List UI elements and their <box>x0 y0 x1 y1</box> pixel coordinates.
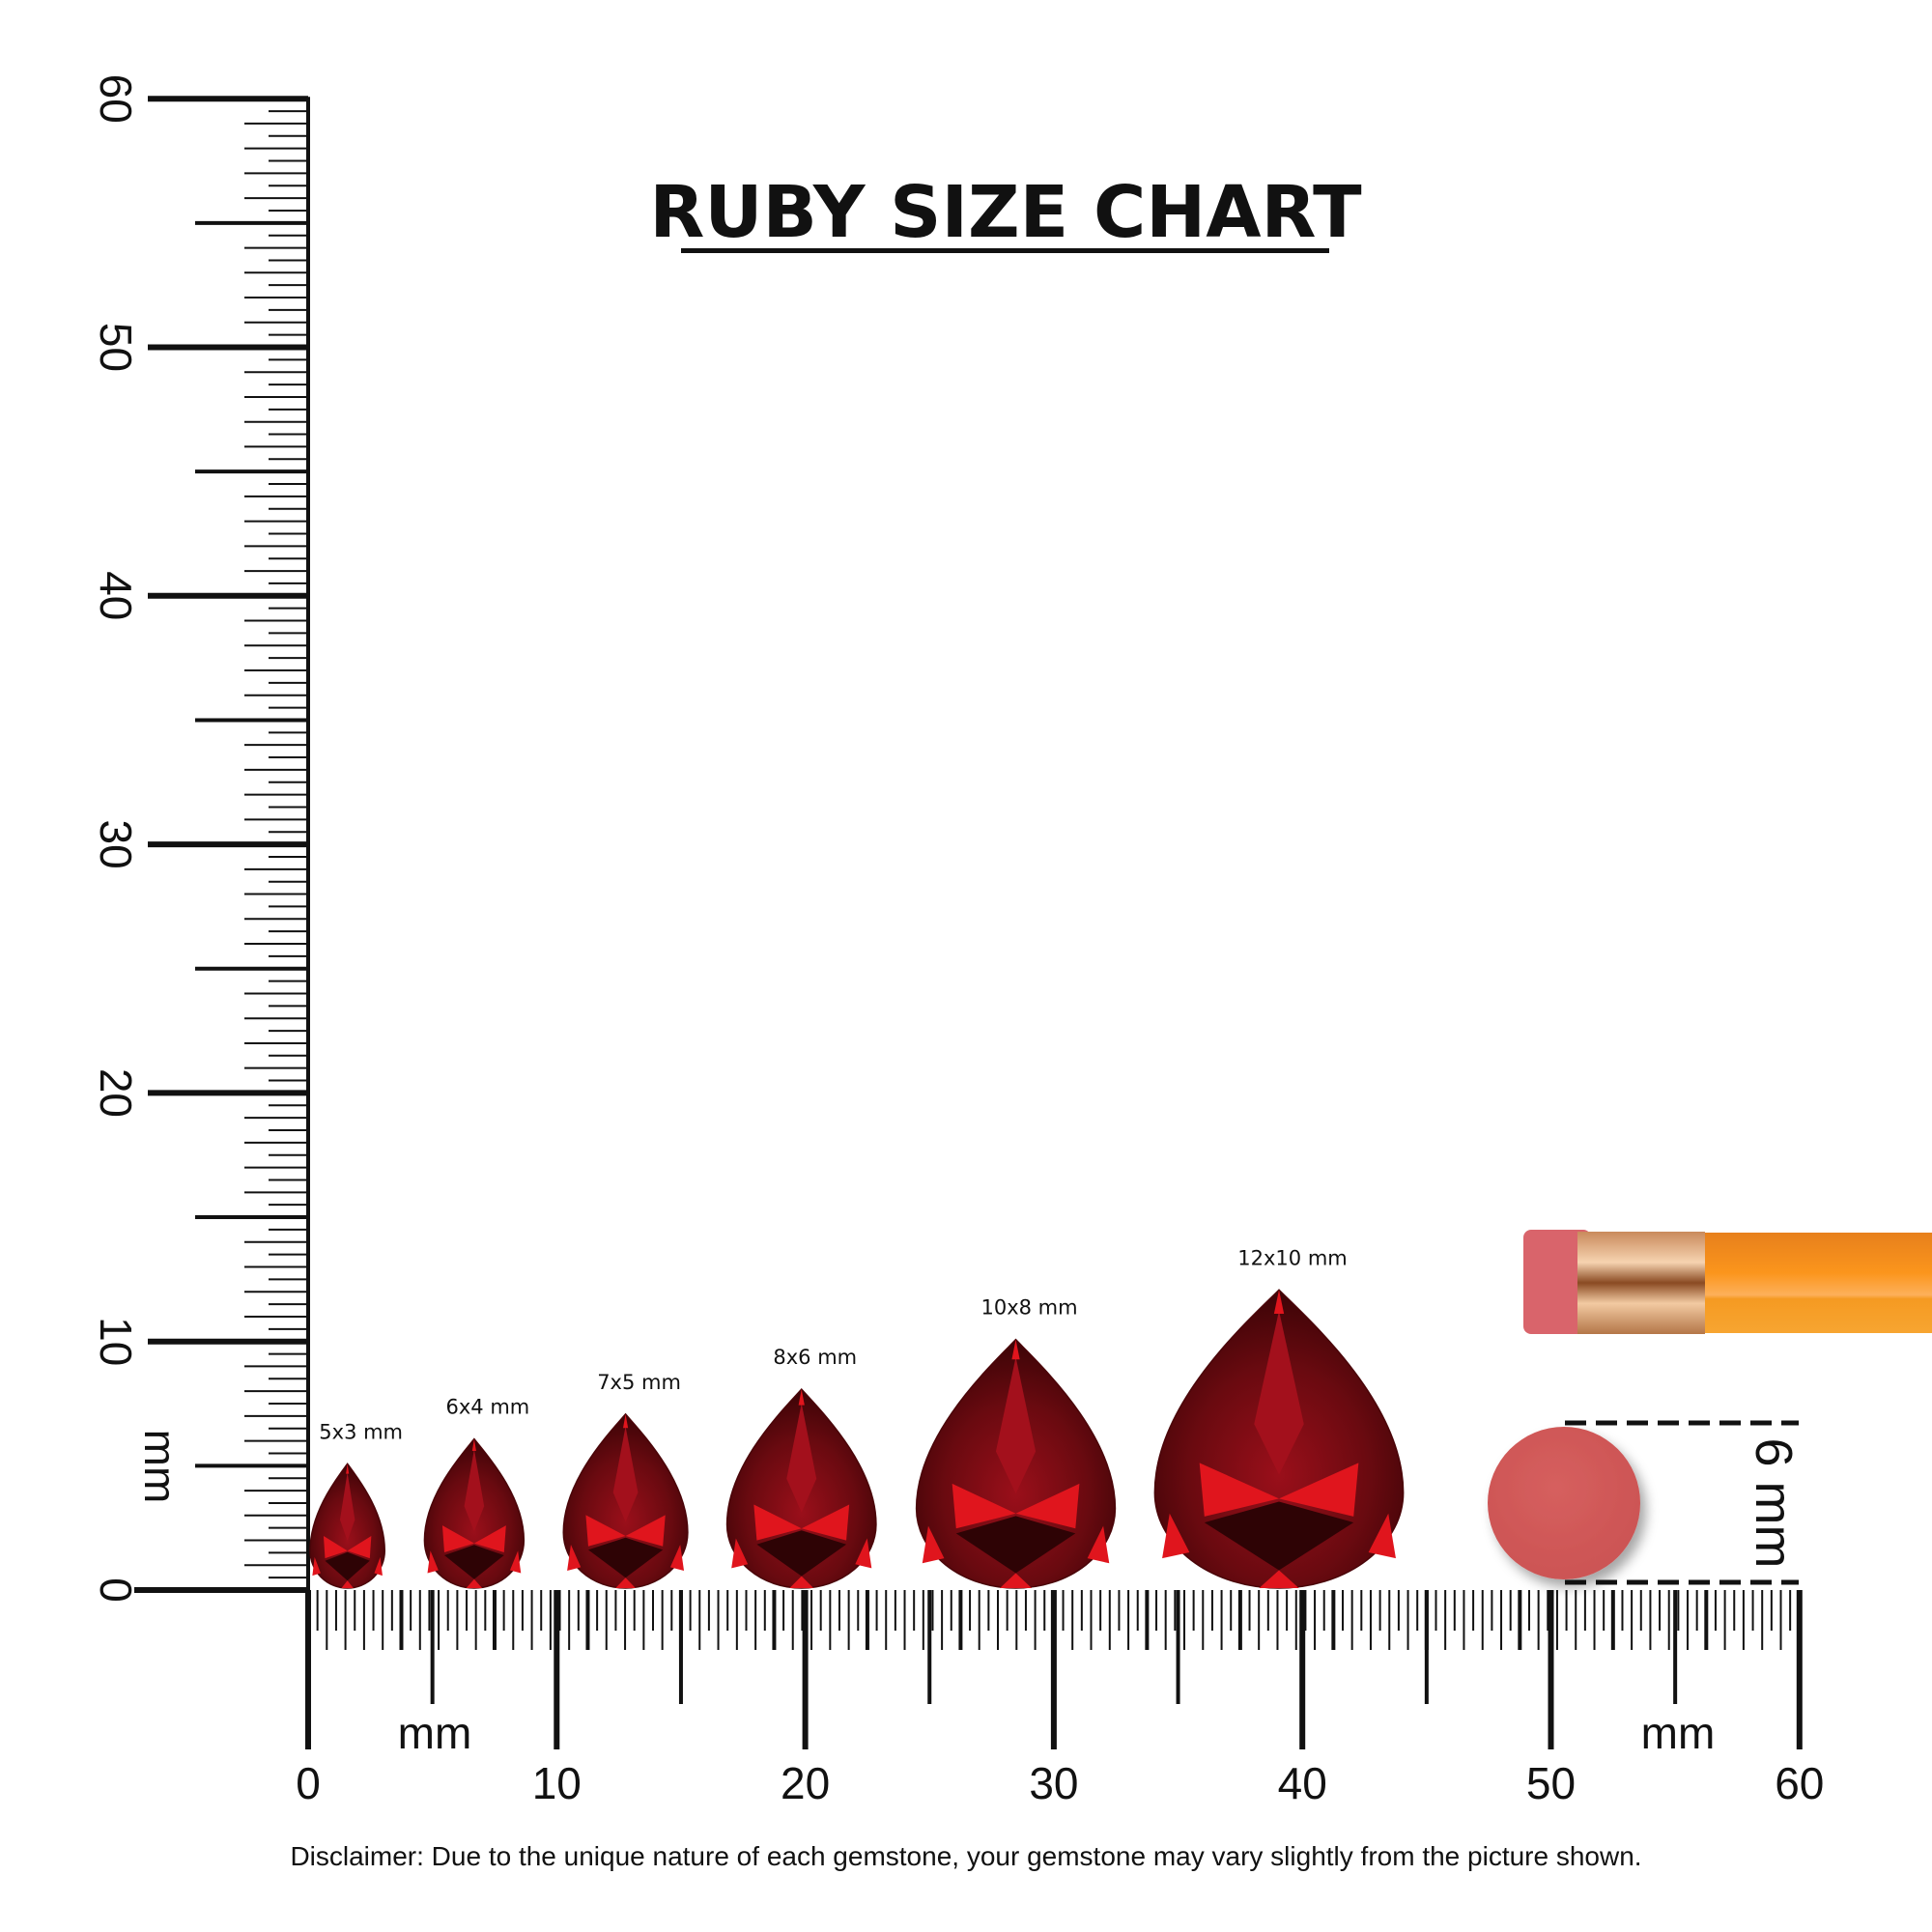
vertical-ruler-label: 10 <box>91 1317 141 1366</box>
vertical-ruler-label: 60 <box>91 74 141 124</box>
gem-facet <box>341 1580 354 1588</box>
horizontal-ruler-label: 0 <box>296 1758 321 1808</box>
gem-facet <box>325 1551 370 1581</box>
gem-size-label: 10x8 mm <box>980 1296 1077 1320</box>
horizontal-ruler-label: 50 <box>1526 1758 1576 1808</box>
vertical-ruler: 0 10 20 30 40 50 60 mm <box>91 74 310 1603</box>
gem-facet <box>585 1515 626 1547</box>
horizontal-ruler-label: 40 <box>1278 1758 1327 1808</box>
gem-facet <box>1015 1483 1080 1529</box>
gem-facet <box>509 1550 522 1574</box>
gem-facet <box>312 1556 321 1577</box>
gem-facet <box>444 1545 504 1579</box>
gem-facet <box>922 1525 945 1564</box>
horizontal-ruler-label: 10 <box>532 1758 582 1808</box>
title-group: RUBY SIZE CHART <box>649 171 1362 254</box>
gem-facet <box>789 1576 814 1588</box>
gem-facet <box>731 1538 749 1569</box>
gem-facet <box>587 1537 664 1578</box>
gem-facet <box>798 1389 805 1406</box>
gem-facet <box>801 1504 850 1541</box>
gem-item: 12x10 mm <box>1153 1246 1405 1589</box>
gem-facet <box>466 1578 483 1588</box>
gem-size-label: 12x10 mm <box>1237 1246 1347 1269</box>
gem-facet <box>952 1483 1016 1529</box>
gem-facet <box>339 1472 355 1542</box>
reference-eraser: 6 mm <box>1488 1420 1803 1585</box>
gem-facet <box>622 1413 629 1429</box>
gem-facet <box>346 1463 350 1474</box>
pencil-eraser <box>1523 1230 1591 1334</box>
pencil-body <box>1705 1233 1932 1333</box>
gem-facet <box>1199 1463 1280 1517</box>
gem-facet <box>1204 1501 1354 1571</box>
gem-group: 5x3 mm 6x4 mm 7x5 mm 8x6 mm 10x8 mm 12x10 mm <box>309 1246 1405 1589</box>
gem-facet <box>1259 1570 1299 1588</box>
vertical-ruler-label: 0 <box>91 1577 141 1603</box>
disclaimer: Disclaimer: Due to the unique nature of … <box>290 1841 1641 1871</box>
gem-item: 5x3 mm <box>309 1420 403 1589</box>
gem-facet <box>995 1356 1037 1494</box>
vertical-ruler-label: 20 <box>91 1068 141 1118</box>
gem-item: 8x6 mm <box>725 1346 877 1589</box>
gem-facet <box>1000 1573 1033 1588</box>
horizontal-ruler-label: 30 <box>1029 1758 1078 1808</box>
gem-facet <box>473 1525 506 1552</box>
gem-facet <box>612 1426 639 1522</box>
gem-facet <box>1254 1310 1304 1475</box>
gem-facet <box>1279 1463 1359 1517</box>
chart-title: RUBY SIZE CHART <box>649 171 1362 254</box>
eraser-circle <box>1488 1427 1640 1579</box>
gem-item: 7x5 mm <box>562 1371 689 1589</box>
gem-item: 10x8 mm <box>915 1296 1117 1589</box>
gem-facet <box>669 1544 685 1571</box>
horizontal-ruler-label: 60 <box>1775 1758 1824 1808</box>
gem-facet <box>1087 1525 1110 1564</box>
gem-facet <box>567 1544 582 1571</box>
gem-facet <box>855 1538 872 1569</box>
gem-facet <box>374 1556 383 1577</box>
gem-facet <box>427 1550 439 1574</box>
pencil-ferrule <box>1577 1232 1705 1334</box>
gem-facet <box>464 1449 485 1532</box>
gem-facet <box>756 1530 847 1577</box>
gem-item: 6x4 mm <box>423 1396 530 1589</box>
gem-facet <box>625 1515 666 1547</box>
gem-facet <box>955 1516 1076 1574</box>
horizontal-unit-label: mm <box>1641 1708 1716 1758</box>
gem-size-label: 6x4 mm <box>446 1396 530 1419</box>
gem-facet <box>471 1438 476 1451</box>
gem-facet <box>1162 1513 1190 1559</box>
title-underline <box>681 248 1329 253</box>
gem-facet <box>323 1535 348 1559</box>
vertical-ruler-label: 50 <box>91 323 141 372</box>
vertical-ruler-label: 40 <box>91 571 141 620</box>
gem-facet <box>615 1577 636 1588</box>
vertical-ruler-label: 30 <box>91 820 141 869</box>
measure-label: 6 mm <box>1745 1438 1803 1569</box>
gem-size-label: 8x6 mm <box>773 1346 857 1369</box>
horizontal-ruler: 0 10 20 30 40 50 60 mm mm <box>134 1587 1824 1808</box>
horizontal-unit-label: mm <box>398 1708 472 1758</box>
gem-facet <box>441 1525 474 1552</box>
vertical-unit-label: mm <box>135 1430 185 1504</box>
gem-facet <box>1011 1339 1020 1360</box>
gem-facet <box>1273 1290 1285 1314</box>
gem-facet <box>786 1403 817 1513</box>
gem-size-label: 7x5 mm <box>597 1371 681 1394</box>
gem-facet <box>347 1535 372 1559</box>
gem-facet <box>1368 1513 1396 1559</box>
gem-size-label: 5x3 mm <box>319 1420 403 1443</box>
pencil <box>1523 1230 1932 1334</box>
gem-facet <box>753 1504 802 1541</box>
horizontal-ruler-label: 20 <box>781 1758 830 1808</box>
